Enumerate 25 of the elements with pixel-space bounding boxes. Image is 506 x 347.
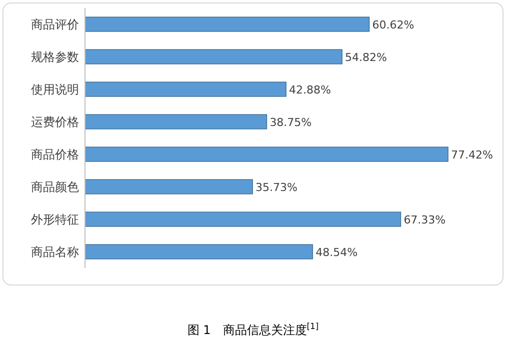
bar bbox=[84, 16, 370, 32]
y-tick-label: 外形特征 bbox=[31, 212, 79, 226]
bar bbox=[84, 49, 342, 64]
bar bbox=[84, 244, 313, 260]
data-label: 35.73% bbox=[256, 180, 298, 194]
y-tick-label: 商品评价 bbox=[31, 17, 79, 32]
caption: 图 1 商品信息关注度$^{[1]}$ bbox=[187, 321, 319, 337]
y-tick-label: 运费价格 bbox=[31, 114, 79, 129]
bar bbox=[84, 82, 286, 97]
data-label: 42.88% bbox=[289, 83, 332, 96]
y-tick-label: 商品颜色 bbox=[31, 180, 79, 194]
data-label: 38.75% bbox=[270, 116, 312, 129]
bar bbox=[84, 179, 253, 194]
y-tick-label: 使用说明 bbox=[31, 82, 79, 96]
data-label: 48.54% bbox=[316, 246, 358, 259]
bar bbox=[84, 114, 268, 130]
y-tick-label: 商品名称 bbox=[31, 244, 79, 259]
data-label: 77.42% bbox=[451, 148, 493, 162]
bar bbox=[84, 146, 448, 162]
data-label: 60.62% bbox=[372, 18, 414, 32]
data-label: 54.82% bbox=[345, 50, 387, 64]
data-label: 67.33% bbox=[404, 213, 446, 226]
bar bbox=[84, 212, 402, 227]
y-tick-label: 规格参数 bbox=[31, 50, 79, 64]
y-tick-label: 商品价格 bbox=[31, 147, 79, 162]
